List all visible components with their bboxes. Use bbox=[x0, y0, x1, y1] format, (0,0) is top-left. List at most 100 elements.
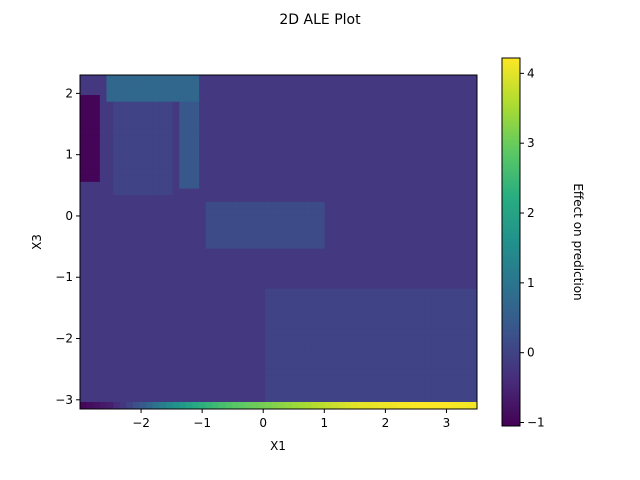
heatmap-cell bbox=[364, 235, 372, 243]
heatmap-cell bbox=[351, 115, 359, 123]
heatmap-cell bbox=[99, 395, 108, 403]
heatmap-cell bbox=[304, 215, 313, 223]
heatmap-cell bbox=[410, 155, 419, 163]
heatmap-cell bbox=[126, 175, 134, 183]
heatmap-cell bbox=[410, 362, 419, 370]
heatmap-cell bbox=[404, 335, 412, 343]
heatmap-cell bbox=[192, 288, 200, 297]
heatmap-cell bbox=[258, 88, 266, 96]
heatmap-cell bbox=[437, 282, 445, 290]
heatmap-cell bbox=[404, 221, 412, 230]
heatmap-cell bbox=[463, 375, 471, 383]
heatmap-cell bbox=[351, 275, 359, 283]
heatmap-cell bbox=[457, 388, 465, 397]
heatmap-cell bbox=[410, 168, 419, 176]
heatmap-cell bbox=[265, 282, 273, 290]
heatmap-cell bbox=[218, 302, 227, 310]
heatmap-cell bbox=[410, 175, 419, 183]
heatmap-cell bbox=[404, 315, 412, 323]
heatmap-cell bbox=[331, 342, 339, 350]
heatmap-cell bbox=[397, 282, 405, 290]
heatmap-cell bbox=[106, 248, 114, 256]
heatmap-cell bbox=[424, 141, 432, 150]
heatmap-cell bbox=[126, 121, 134, 130]
heatmap-cell bbox=[212, 208, 220, 216]
heatmap-cell bbox=[225, 201, 233, 210]
heatmap-cell bbox=[271, 282, 280, 290]
heatmap-cell bbox=[252, 81, 260, 89]
heatmap-cell bbox=[258, 262, 266, 270]
heatmap-cell bbox=[205, 228, 213, 236]
heatmap-cell bbox=[152, 208, 160, 216]
heatmap-cell bbox=[192, 315, 200, 323]
heatmap-cell bbox=[93, 248, 101, 256]
heatmap-cell bbox=[238, 335, 247, 343]
heatmap-cell bbox=[417, 335, 425, 343]
heatmap-cell bbox=[93, 188, 101, 196]
heatmap-cell bbox=[384, 135, 392, 143]
heatmap-cell bbox=[304, 115, 313, 123]
heatmap-cell bbox=[344, 208, 352, 216]
heatmap-cell bbox=[258, 108, 266, 116]
heatmap-cell bbox=[437, 255, 445, 263]
heatmap-cell bbox=[430, 315, 438, 323]
heatmap-cell bbox=[344, 355, 352, 363]
heatmap-cell bbox=[344, 135, 352, 143]
heatmap-cell bbox=[113, 175, 121, 183]
heatmap-cell bbox=[212, 242, 220, 250]
heatmap-cell bbox=[390, 221, 399, 230]
heatmap-cell bbox=[139, 81, 147, 89]
heatmap-cell bbox=[80, 101, 88, 109]
heatmap-cell bbox=[126, 395, 134, 403]
heatmap-cell bbox=[298, 368, 306, 377]
heatmap-cell bbox=[152, 161, 160, 170]
heatmap-cell bbox=[86, 322, 94, 330]
heatmap-cell bbox=[351, 308, 359, 317]
heatmap-cell bbox=[377, 368, 385, 377]
heatmap-cell bbox=[450, 121, 458, 130]
heatmap-cell bbox=[311, 148, 319, 156]
heatmap-cell bbox=[377, 88, 385, 96]
heatmap-cell bbox=[357, 88, 366, 96]
heatmap-cell bbox=[192, 208, 200, 216]
heatmap-cell bbox=[443, 81, 452, 89]
heatmap-cell bbox=[457, 148, 465, 156]
heatmap-cell bbox=[417, 108, 425, 116]
heatmap-cell bbox=[258, 121, 266, 130]
heatmap-cell bbox=[126, 255, 134, 263]
heatmap-cell bbox=[377, 121, 385, 130]
heatmap-cell bbox=[437, 161, 445, 170]
heatmap-cell bbox=[192, 195, 200, 203]
heatmap-cell bbox=[318, 242, 326, 250]
heatmap-cell bbox=[417, 201, 425, 210]
heatmap-cell bbox=[318, 315, 326, 323]
heatmap-cell bbox=[351, 201, 359, 210]
heatmap-cell bbox=[192, 268, 200, 276]
heatmap-cell bbox=[457, 221, 465, 230]
heatmap-cell bbox=[258, 348, 266, 357]
heatmap-cell bbox=[99, 328, 108, 337]
heatmap-cell bbox=[119, 195, 127, 203]
heatmap-cell bbox=[424, 168, 432, 176]
heatmap-cell bbox=[119, 368, 127, 377]
heatmap-cell bbox=[450, 295, 458, 303]
heatmap-cell bbox=[351, 215, 359, 223]
heatmap-cell bbox=[470, 255, 477, 263]
heatmap-cell bbox=[185, 81, 194, 89]
heatmap-cell bbox=[258, 168, 266, 176]
heatmap-cell bbox=[205, 302, 213, 310]
heatmap-cell bbox=[311, 388, 319, 397]
heatmap-cell bbox=[119, 135, 127, 143]
heatmap-cell bbox=[218, 208, 227, 216]
heatmap-cell bbox=[232, 168, 240, 176]
heatmap-cell bbox=[443, 368, 452, 377]
heatmap-cell bbox=[457, 248, 465, 256]
heatmap-cell bbox=[166, 121, 174, 130]
heatmap-cell bbox=[450, 108, 458, 116]
heatmap-cell bbox=[245, 108, 253, 116]
heatmap-cell bbox=[357, 242, 366, 250]
heatmap-cell bbox=[417, 75, 425, 83]
heatmap-cell bbox=[80, 348, 88, 357]
heatmap-cell bbox=[179, 335, 187, 343]
heatmap-cell bbox=[271, 382, 280, 390]
